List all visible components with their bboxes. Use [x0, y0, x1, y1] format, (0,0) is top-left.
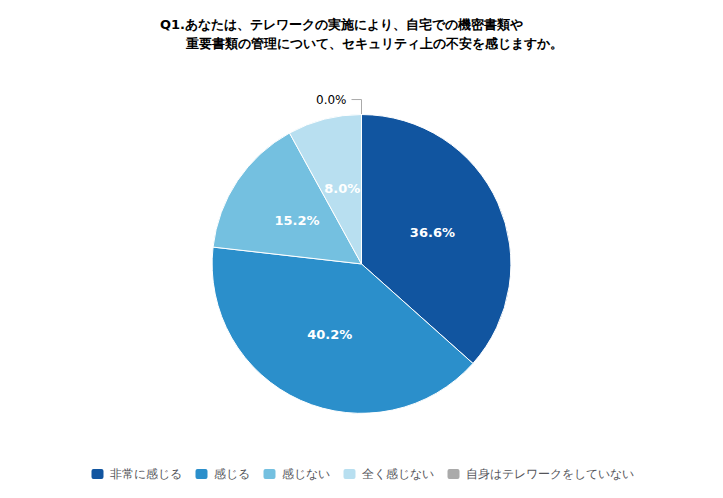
svg-text:重要書類の管理について、セキュリティ上の不安を感じますか。: 重要書類の管理について、セキュリティ上の不安を感じますか。 — [160, 36, 563, 51]
svg-text:感じる: 感じる — [214, 467, 250, 481]
svg-text:0.0%: 0.0% — [316, 93, 347, 107]
svg-text:15.2%: 15.2% — [274, 213, 319, 228]
svg-text:40.2%: 40.2% — [307, 327, 352, 342]
svg-text:自身はテレワークをしていない: 自身はテレワークをしていない — [466, 467, 634, 481]
svg-text:非常に感じる: 非常に感じる — [110, 467, 182, 481]
svg-text:36.6%: 36.6% — [410, 225, 455, 240]
svg-text:感じない: 感じない — [282, 467, 330, 481]
svg-text:8.0%: 8.0% — [324, 181, 360, 196]
svg-text:全く感じない: 全く感じない — [362, 467, 434, 481]
svg-text:Q1.あなたは、テレワークの実施により、自宅での機密書類や: Q1.あなたは、テレワークの実施により、自宅での機密書類や — [160, 17, 523, 32]
